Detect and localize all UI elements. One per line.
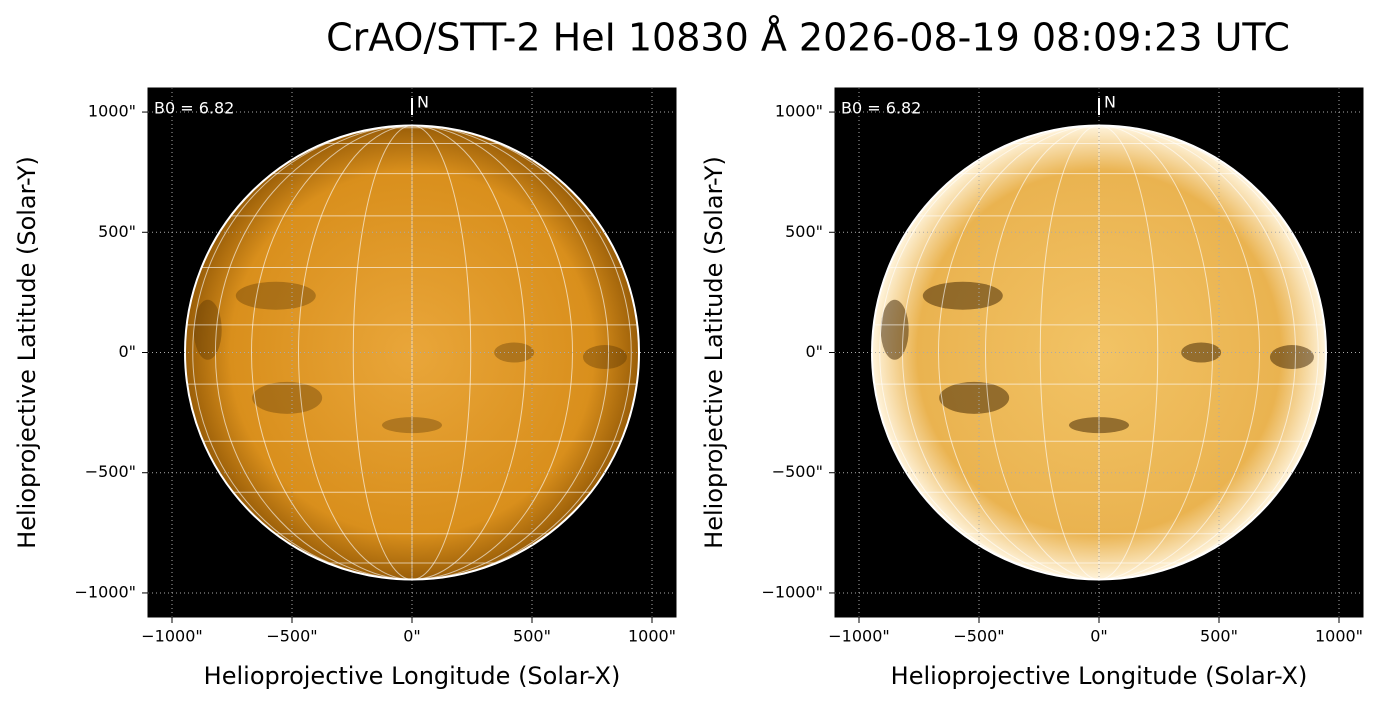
x-tick-label: 0" xyxy=(403,627,421,646)
dark-filament xyxy=(880,299,909,360)
y-tick-label: 0" xyxy=(118,342,136,361)
dark-filament xyxy=(193,299,222,360)
y-tick-label: −500" xyxy=(85,462,136,481)
y-tick-label: 1000" xyxy=(775,102,823,121)
dark-filament xyxy=(494,342,535,363)
y-tick-label: −1000" xyxy=(75,582,136,601)
y-tick-label: −1000" xyxy=(762,582,823,601)
north-label: N xyxy=(1104,93,1116,112)
y-axis-label: Helioprojective Latitude (Solar-Y) xyxy=(13,156,41,549)
x-tick-label: 500" xyxy=(513,627,551,646)
x-tick-label: −1000" xyxy=(141,627,202,646)
x-tick-label: −500" xyxy=(953,627,1004,646)
y-tick-label: −500" xyxy=(772,462,823,481)
x-tick-label: 1000" xyxy=(628,627,676,646)
dark-filament xyxy=(1181,342,1222,363)
annotation: B0 = 6.82 xyxy=(154,99,234,118)
dark-filament xyxy=(1269,345,1314,370)
x-tick-label: 0" xyxy=(1090,627,1108,646)
x-tick-label: −500" xyxy=(266,627,317,646)
figure-title: CrAO/STT-2 HeI 10830 Å 2026-08-19 08:09:… xyxy=(326,16,1290,60)
x-tick-label: 1000" xyxy=(1315,627,1363,646)
dark-filament xyxy=(582,345,627,370)
dark-filament xyxy=(252,381,323,414)
axes: −1000" −500" 0" 500" 1000" −1000" −500" 0" 500" 1… xyxy=(700,87,1364,690)
y-tick-label: 0" xyxy=(805,342,823,361)
y-tick-label: 500" xyxy=(98,222,136,241)
x-axis-label: Helioprojective Longitude (Solar-X) xyxy=(891,662,1308,690)
dark-filament xyxy=(939,381,1010,414)
north-label: N xyxy=(417,93,429,112)
y-tick-label: 1000" xyxy=(88,102,136,121)
plot-frame xyxy=(147,87,677,618)
axes: −1000" −500" 0" 500" 1000" −1000" −500" 0" 500" 1… xyxy=(13,87,677,690)
plot-frame xyxy=(834,87,1364,618)
x-tick-label: 500" xyxy=(1200,627,1238,646)
y-tick-label: 500" xyxy=(785,222,823,241)
x-axis-label: Helioprojective Longitude (Solar-X) xyxy=(204,662,621,690)
y-axis-label: Helioprojective Latitude (Solar-Y) xyxy=(700,156,728,549)
annotation: B0 = 6.82 xyxy=(841,99,921,118)
x-tick-label: −1000" xyxy=(828,627,889,646)
